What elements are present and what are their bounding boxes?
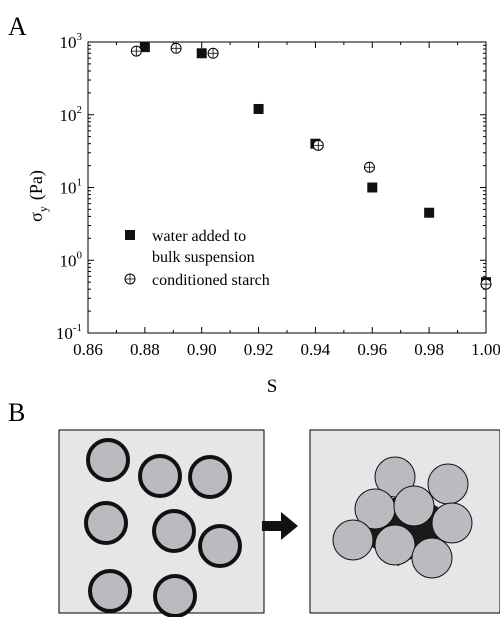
x-axis: 0.86 0.88 0.90 0.92 0.94 0.96 0.98 1.00 (73, 42, 500, 359)
particle (84, 501, 128, 545)
particle (374, 456, 416, 498)
y-tick-label: 10-1 (56, 322, 82, 343)
y-axis-label-subscript: y (36, 206, 50, 212)
x-tick-label: 0.92 (244, 340, 274, 359)
x-tick-label: 0.88 (130, 340, 160, 359)
plot-area-border (87, 41, 487, 334)
dispersed-particles (84, 438, 242, 617)
y-axis: 10-1 100 101 102 103 (56, 31, 486, 343)
legend: water added to bulk suspension conditioned… (124, 228, 270, 289)
x-tick-label: 0.94 (301, 340, 331, 359)
circle-marker (207, 47, 219, 59)
particle (393, 485, 435, 527)
square-marker (139, 42, 150, 53)
particle (88, 569, 132, 613)
particle (188, 455, 232, 499)
circle-marker (124, 273, 136, 285)
particle (427, 463, 469, 505)
plot-frame (87, 41, 487, 334)
square-marker (367, 182, 378, 193)
y-axis-label-unit: (Pa) (26, 170, 47, 200)
x-axis-label: S (267, 376, 278, 397)
right-arrow-icon (262, 512, 298, 540)
y-tick-label: 103 (60, 31, 83, 52)
circle-marker (170, 42, 182, 54)
circle-marker (363, 161, 375, 173)
x-tick-label: 0.98 (414, 340, 444, 359)
particle (431, 502, 473, 544)
square-marker (424, 207, 435, 218)
particle (198, 524, 242, 568)
circle-marker (312, 139, 324, 151)
y-tick-label: 101 (60, 177, 83, 198)
square-marker (196, 48, 207, 59)
particle (374, 524, 416, 566)
legend-entry-label: conditioned starch (152, 272, 270, 289)
x-tick-label: 0.86 (73, 340, 103, 359)
x-tick-label: 0.90 (187, 340, 217, 359)
yield-stress-chart: 0.86 0.88 0.90 0.92 0.94 0.96 0.98 1.00 10-1 100… (26, 31, 500, 397)
particle (86, 438, 130, 482)
y-axis-label: σy (Pa) (26, 170, 50, 222)
panel-label-a: A (8, 12, 27, 41)
legend-entry-label: water added to (152, 228, 246, 245)
particle-schematic (58, 429, 500, 617)
particle (138, 454, 182, 498)
y-axis-label-symbol: σ (26, 212, 46, 222)
circle-marker (130, 45, 142, 57)
x-tick-label: 1.00 (471, 340, 500, 359)
panel-label-b: B (8, 398, 26, 427)
particle (411, 537, 453, 579)
particle (152, 509, 196, 553)
y-tick-label: 100 (60, 249, 83, 270)
circle-marker (480, 278, 492, 290)
particle (153, 574, 197, 617)
y-tick-label: 102 (60, 104, 83, 125)
particle (332, 519, 374, 561)
square-marker (125, 230, 135, 240)
legend-entry-label: bulk suspension (152, 249, 255, 266)
data-points (130, 42, 492, 290)
square-marker (253, 103, 264, 114)
x-tick-label: 0.96 (357, 340, 387, 359)
clustered-particles (332, 456, 473, 579)
